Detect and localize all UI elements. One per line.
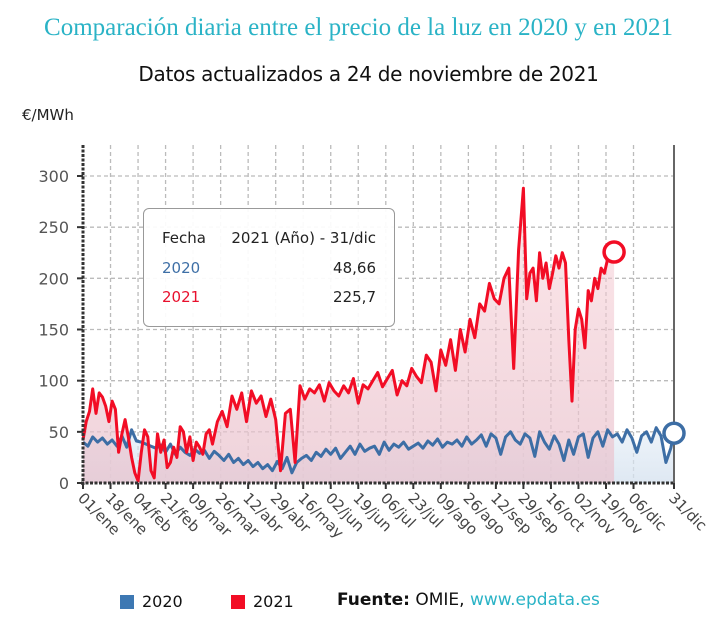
series-line-2021 xyxy=(81,186,615,483)
series-lines xyxy=(81,186,676,483)
y-tick-label: 0 xyxy=(59,474,69,493)
chart-title: Comparación diaria entre el precio de la… xyxy=(44,14,673,41)
legend-swatch-2020 xyxy=(120,594,134,609)
tooltip-series-2021-label: 2021 xyxy=(162,288,201,306)
y-tick-label: 250 xyxy=(38,218,69,237)
series-line-2020 xyxy=(82,426,676,475)
legend-swatch-2021 xyxy=(231,594,245,609)
series-markers xyxy=(602,240,686,445)
y-axis-ticks: 0 50 100 150 200 250 300 xyxy=(38,167,83,493)
source-label: Fuente: xyxy=(337,590,410,610)
y-axis-unit-label: €/MWh xyxy=(22,106,74,124)
y-tick-label: 100 xyxy=(38,372,69,391)
legend-item-2020[interactable]: 2020 xyxy=(120,592,183,611)
tooltip-header-label: Fecha xyxy=(162,229,206,247)
x-axis-ticks: 01/ene18/ene04/feb21/feb09/mar26/mar12/a… xyxy=(74,483,710,542)
tooltip-series-2020-value: 48,66 xyxy=(333,259,376,277)
y-tick-label: 50 xyxy=(49,423,69,442)
y-tick-label: 300 xyxy=(38,167,69,186)
area-fill-2021 xyxy=(83,188,615,484)
legend-label-2021: 2021 xyxy=(253,592,294,611)
legend-label-2020: 2020 xyxy=(142,592,183,611)
y-tick-label: 200 xyxy=(38,269,69,288)
legend-item-2021[interactable]: 2021 xyxy=(231,592,294,611)
tooltip-header-value: 2021 (Año) - 31/dic xyxy=(231,229,376,247)
marker-2020 xyxy=(662,421,686,445)
tooltip-series-2020-label: 2020 xyxy=(162,259,201,277)
marker-2021 xyxy=(602,240,626,264)
source-credit: Fuente: OMIE, www.epdata.es xyxy=(337,590,600,610)
x-tick-label: 31/dic xyxy=(665,489,710,534)
y-tick-label: 150 xyxy=(38,321,69,340)
tooltip: Fecha 2021 (Año) - 31/dic 2020 48,66 202… xyxy=(143,208,395,327)
tooltip-series-2021-value: 225,7 xyxy=(333,288,376,306)
chart-subtitle: Datos actualizados a 24 de noviembre de … xyxy=(138,62,599,86)
source-url-link[interactable]: www.epdata.es xyxy=(470,590,600,610)
source-name: OMIE, xyxy=(415,590,465,610)
